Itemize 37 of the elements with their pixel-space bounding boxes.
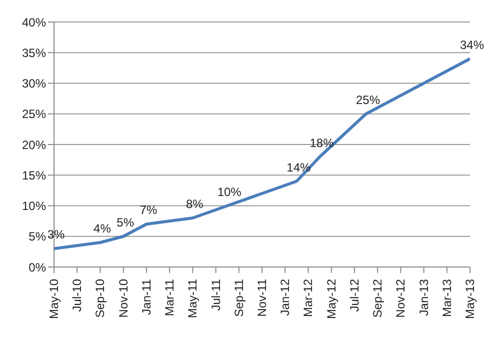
x-tick-label: Nov-11 (255, 278, 269, 317)
data-label: 3% (47, 228, 65, 242)
y-tick-label: 40% (22, 15, 46, 30)
x-tick-label: May-11 (186, 278, 200, 318)
x-tick-label: Jan-11 (139, 278, 154, 315)
x-tick-label: May-13 (463, 278, 477, 320)
data-label: 5% (116, 215, 134, 230)
x-tick-label: Jul-11 (208, 278, 223, 311)
data-label: 8% (186, 197, 204, 211)
y-tick-label: 30% (22, 76, 46, 91)
x-tick-label: Jul-12 (347, 278, 362, 312)
y-tick-label: 5% (28, 230, 46, 244)
data-label: 10% (217, 184, 242, 199)
y-tick-label: 15% (22, 168, 46, 182)
x-tick-label: Nov-12 (394, 278, 408, 318)
data-label: 18% (310, 136, 334, 150)
x-tick-label: Mar-12 (301, 278, 316, 318)
x-tick-label: Nov-10 (116, 278, 130, 318)
x-tick-label: Sep-10 (93, 278, 108, 318)
x-tick-label: Jul-10 (70, 278, 84, 312)
data-label: 25% (356, 92, 380, 107)
x-tick-label: May-10 (47, 278, 61, 320)
y-tick-label: 0% (28, 260, 46, 274)
data-label: 34% (460, 38, 484, 52)
y-tick-label: 25% (22, 107, 46, 122)
x-tick-label: Jan-13 (416, 278, 431, 316)
x-tick-label: Mar-13 (440, 278, 454, 318)
data-label: 7% (140, 203, 158, 218)
y-tick-label: 20% (22, 138, 46, 152)
x-tick-label: May-12 (324, 278, 338, 320)
y-tick-label: 35% (22, 46, 46, 60)
x-tick-label: Mar-11 (162, 278, 177, 316)
x-tick-label: Sep-12 (370, 278, 385, 318)
x-tick-label: Sep-11 (232, 278, 246, 317)
data-label: 4% (94, 222, 112, 236)
y-tick-label: 10% (22, 199, 46, 214)
x-tick-label: Jan-12 (278, 278, 292, 316)
